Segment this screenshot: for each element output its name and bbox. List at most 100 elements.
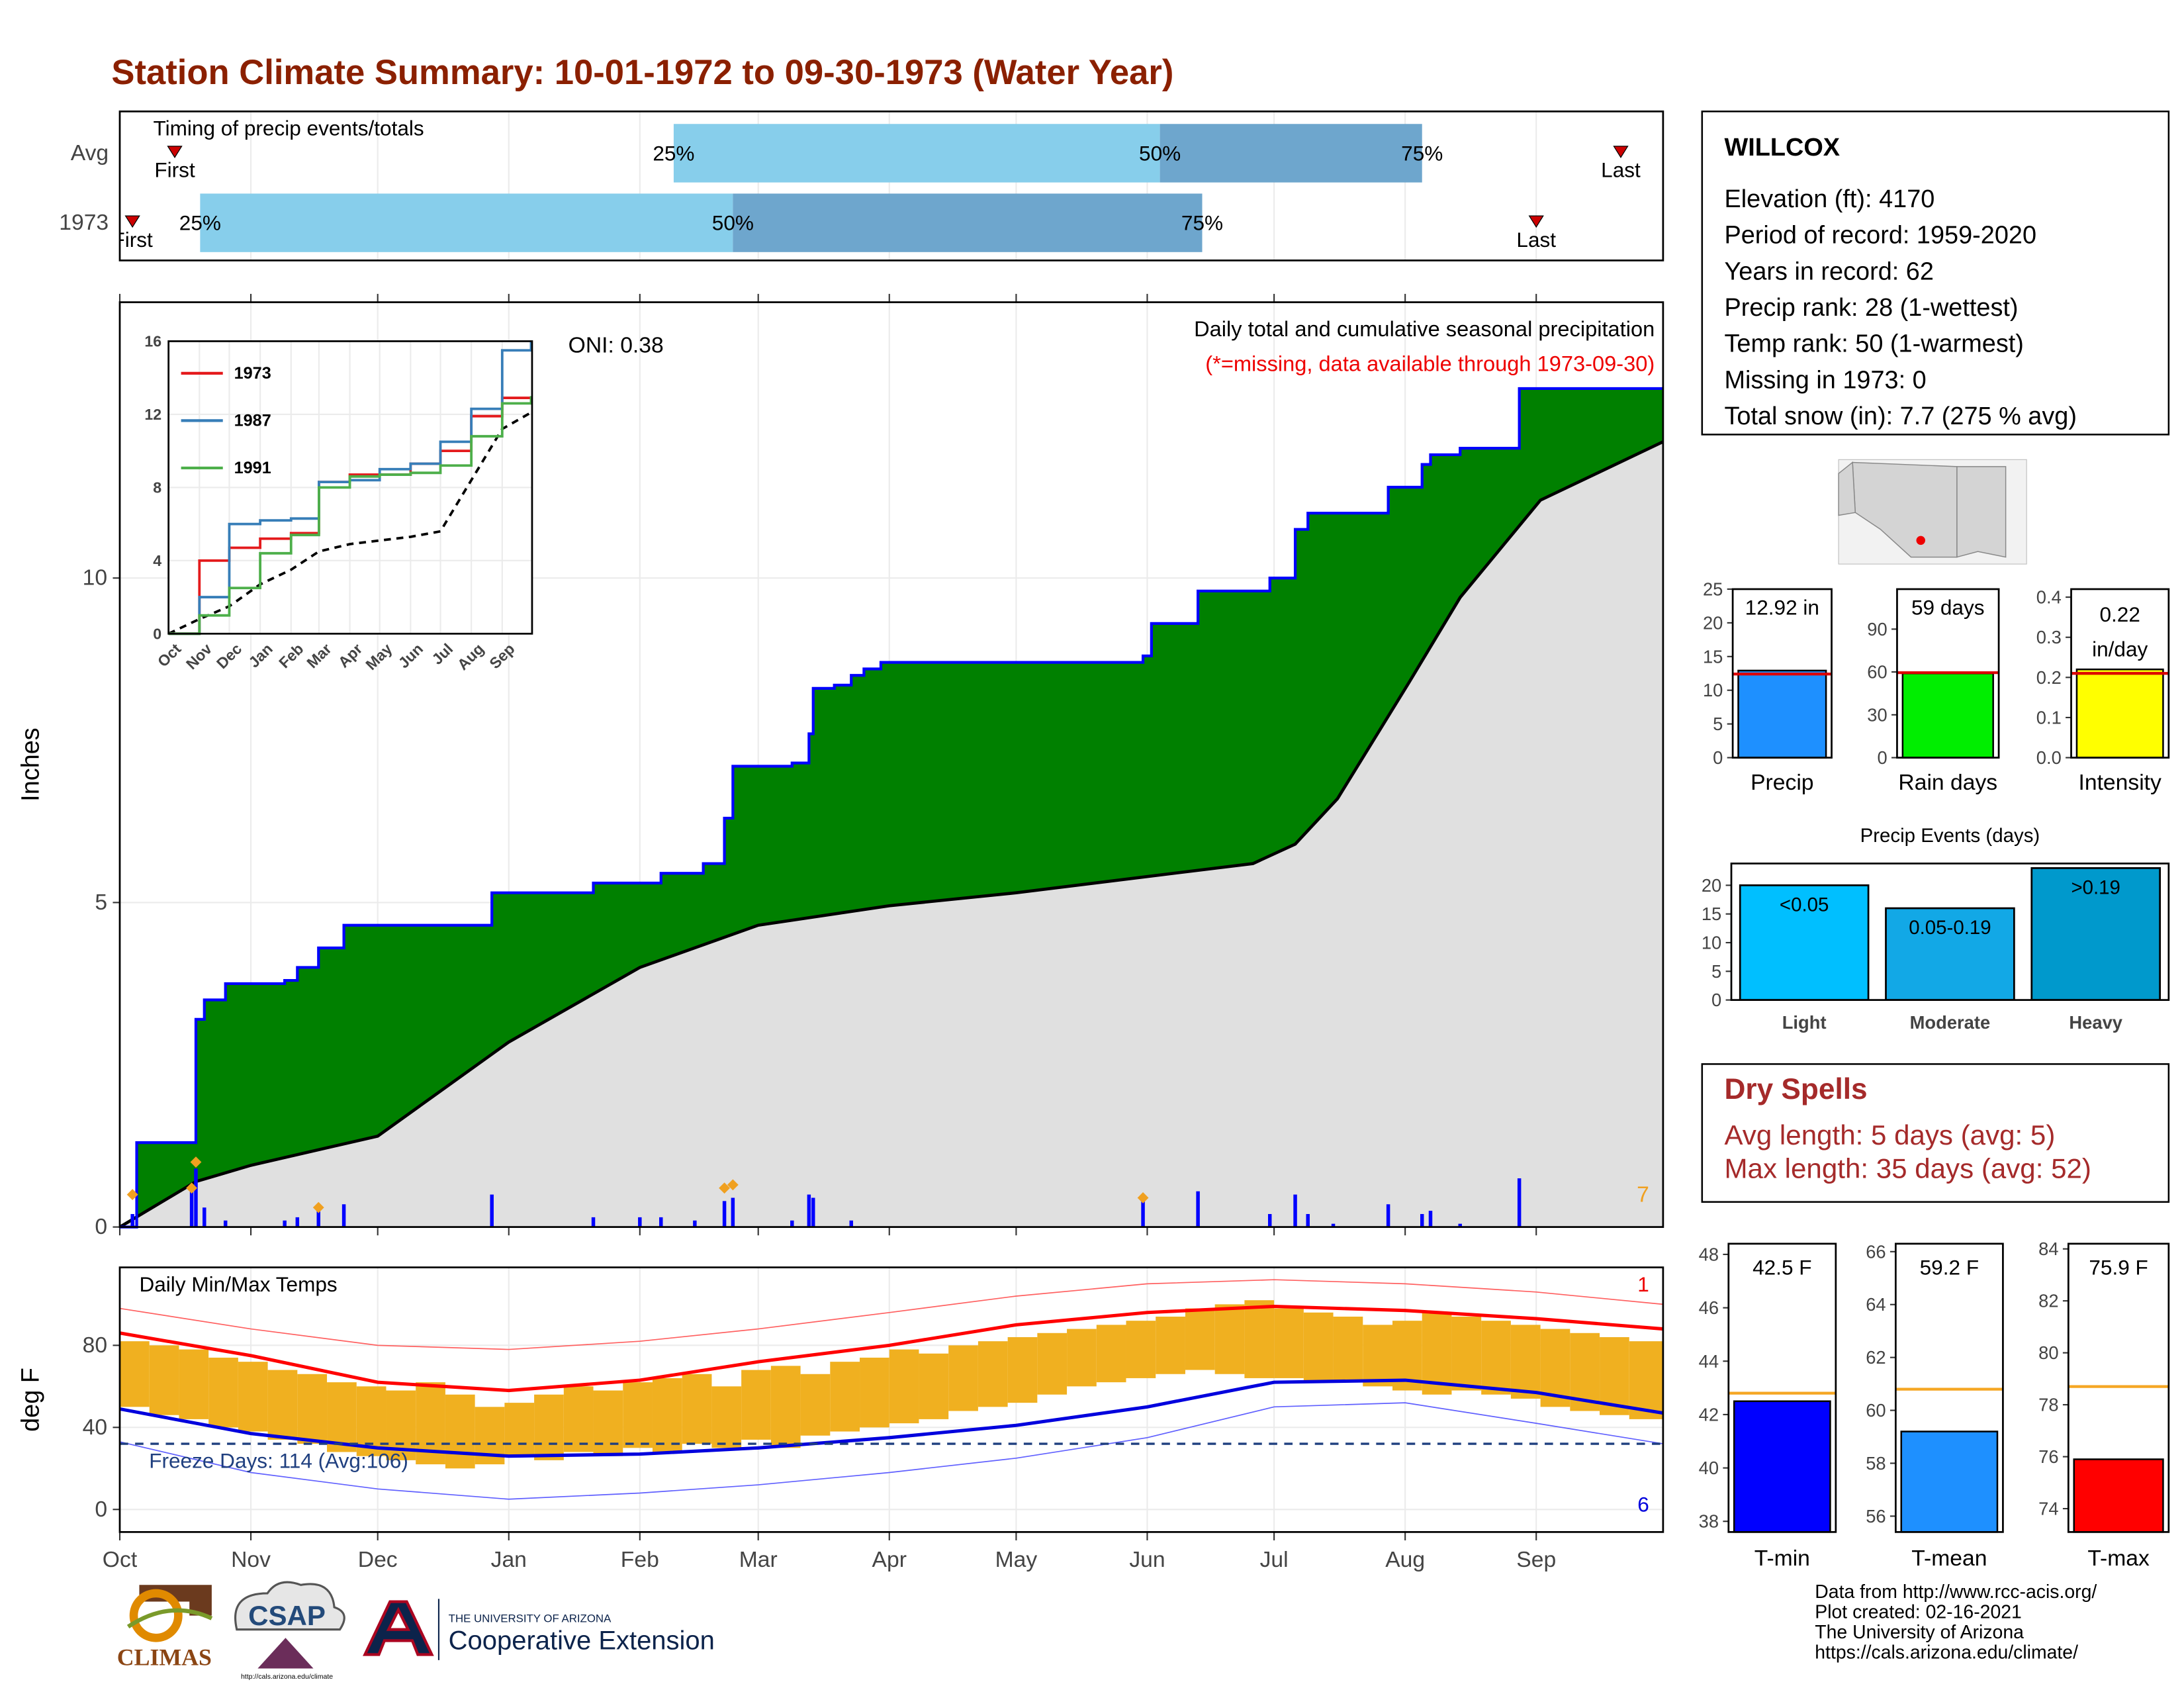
daily-precip-bar <box>693 1220 697 1227</box>
y-tick-label: 8 <box>153 479 161 496</box>
temp-range-bar <box>563 1386 594 1452</box>
temp-range-bar <box>1037 1333 1068 1395</box>
chart-subtitle: Daily total and cumulative seasonal prec… <box>1194 316 1655 341</box>
climas-logo-text: CLIMAS <box>117 1644 212 1671</box>
station-line: Missing in 1973: 0 <box>1724 366 1926 394</box>
y-tick-label: 0.4 <box>2036 587 2062 608</box>
daily-precip-bar <box>130 1213 134 1227</box>
temp-range-bar <box>1126 1321 1156 1378</box>
y-tick-label: 60 <box>1866 1400 1886 1421</box>
y-tick-label: 10 <box>1702 933 1721 953</box>
temp-range-bar <box>1274 1308 1304 1378</box>
timing-marker <box>167 146 183 158</box>
climas-logo-wave <box>126 1608 213 1629</box>
temp-range-bar <box>682 1374 712 1444</box>
percent-label: 25% <box>179 211 221 235</box>
freeze-label: Freeze Days: 114 (Avg:106) <box>149 1448 408 1472</box>
daily-precip-bar <box>811 1197 815 1227</box>
plot-frame <box>118 1266 1664 1533</box>
y-tick-label: 0.0 <box>2036 747 2062 768</box>
daily-precip-bar <box>1428 1211 1433 1227</box>
x-axis-label: T-min <box>1754 1546 1810 1571</box>
daily-precip-bar <box>790 1220 794 1227</box>
y-tick-label: 74 <box>2038 1499 2058 1519</box>
timing-bar-early <box>200 193 733 252</box>
percent-label: 50% <box>1139 141 1181 165</box>
normal-max-line <box>119 1304 1664 1393</box>
daily-precip-bar <box>295 1217 300 1227</box>
daily-precip-bar <box>591 1217 596 1227</box>
y-tick-label: 0 <box>153 625 161 642</box>
x-axis-label: T-mean <box>1911 1546 1987 1571</box>
temp-range-bar <box>593 1390 623 1456</box>
x-tick-label: Mar <box>739 1548 778 1572</box>
y-tick-label: 42 <box>1699 1404 1719 1425</box>
ua-big-text: Cooperative Extension <box>449 1626 715 1655</box>
bin-label: 0.05-0.19 <box>1909 917 1991 939</box>
daily-precip-bar <box>490 1194 494 1227</box>
y-tick-label: 30 <box>1867 704 1887 725</box>
percent-label: 75% <box>1401 141 1443 165</box>
plot-frame <box>118 110 1664 261</box>
daily-precip-bar <box>849 1220 853 1227</box>
daily-precip-bar <box>1196 1191 1200 1227</box>
station-line: Period of record: 1959-2020 <box>1724 222 2036 250</box>
y-tick-label: 5 <box>1711 961 1721 982</box>
station-name: WILLCOX <box>1724 134 1840 162</box>
legend-label: 1991 <box>234 459 271 477</box>
temp-range-bar <box>1214 1304 1245 1374</box>
temp-range-bar <box>978 1341 1008 1407</box>
y-tick-label: 66 <box>1866 1241 1886 1262</box>
plot-frame <box>1727 1243 1837 1533</box>
logos: CLIMAS CSAP http://cals.arizona.edu/clim… <box>117 1581 715 1681</box>
daily-precip-bar <box>1517 1178 1522 1227</box>
y-tick-label: 82 <box>2038 1291 2058 1311</box>
record-max-count: 1 <box>1637 1272 1649 1296</box>
y-tick-label: 44 <box>1699 1351 1719 1372</box>
temp-range-bar <box>948 1345 978 1411</box>
x-tick-label: Jun <box>1129 1548 1165 1572</box>
y-tick-label: 38 <box>1699 1511 1719 1532</box>
y-tick-label: 12 <box>144 406 161 423</box>
temp-range-bar <box>623 1382 653 1448</box>
y-tick-label: 15 <box>1703 646 1723 667</box>
credit-line: Data from http://www.rcc-acis.org/ <box>1815 1581 2097 1603</box>
plot-frame <box>2067 1243 2170 1533</box>
value-label: 59 days <box>1911 595 1985 619</box>
y-tick-label: 4 <box>153 552 161 569</box>
x-tick-label: Sep <box>1516 1548 1556 1572</box>
bin-label: <0.05 <box>1780 894 1829 915</box>
y-tick-label: 90 <box>1867 619 1887 639</box>
timing-panel: 25% 50% 75% First Last 25% 50% 75% First Last Timi… <box>112 111 1641 261</box>
marker-label: First <box>112 228 153 252</box>
map-station-dot <box>1916 536 1925 545</box>
average-line <box>118 440 1664 1229</box>
station-line: Precip rank: 28 (1-wettest) <box>1724 294 2018 322</box>
value-label: 0.22 <box>2099 602 2140 626</box>
y-tick-label: 0 <box>95 1215 107 1239</box>
temp-range-bar <box>327 1382 357 1452</box>
gauge-bar <box>1901 673 1994 759</box>
daily-precip-bar <box>223 1220 228 1227</box>
y-axis-label: Inches <box>17 727 44 802</box>
value-unit: in/day <box>2092 637 2148 661</box>
row-label: Avg <box>71 141 109 165</box>
daily-precip-bar <box>659 1217 663 1227</box>
y-tick-label: 0 <box>1878 747 1888 768</box>
snow-marker <box>727 1179 739 1191</box>
y-tick-label: 0.1 <box>2036 707 2062 727</box>
y-tick-label: 80 <box>83 1333 107 1358</box>
y-tick-label: 5 <box>95 890 107 915</box>
y-tick-label: 0 <box>95 1497 107 1522</box>
snow-marker <box>126 1189 138 1200</box>
temp-range-bar <box>1629 1341 1663 1419</box>
daily-precip-bar <box>316 1207 321 1227</box>
gauge-bar <box>1737 669 1827 759</box>
x-tick-label: Heavy <box>2069 1012 2122 1033</box>
daily-precip-bar <box>1386 1204 1390 1227</box>
y-tick-label: 76 <box>2038 1446 2058 1467</box>
daily-precip-bar <box>1458 1223 1462 1227</box>
y-tick-label: 56 <box>1866 1506 1886 1526</box>
